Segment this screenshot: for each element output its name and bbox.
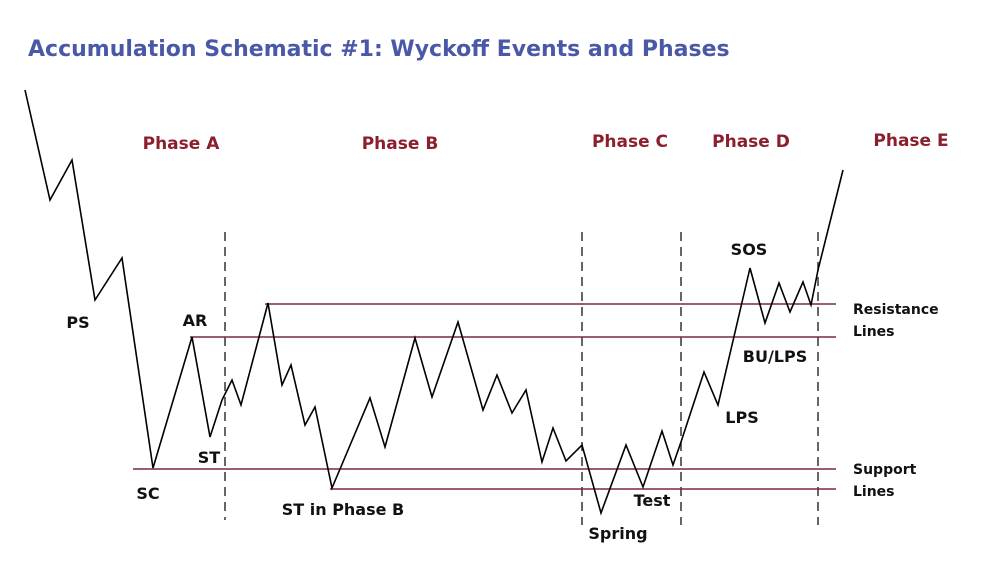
phase-label: Phase A (143, 134, 221, 154)
line-label: Lines (853, 484, 895, 500)
event-label: Test (634, 491, 671, 510)
phase-label: Phase E (873, 131, 948, 151)
phase-label: Phase B (362, 134, 439, 154)
event-label: AR (183, 311, 208, 330)
event-label: Spring (588, 524, 647, 543)
line-label: Resistance (853, 302, 939, 318)
phase-label: Phase C (592, 132, 668, 152)
line-label: Support (853, 462, 917, 478)
line-label: Lines (853, 324, 895, 340)
price-path (24, 89, 844, 516)
event-label: SC (136, 484, 159, 503)
event-label: ST (198, 448, 221, 467)
title: Accumulation Schematic #1: Wyckoff Event… (28, 37, 730, 62)
event-label: LPS (725, 408, 758, 427)
phase-label: Phase D (712, 132, 790, 152)
event-label: ST in Phase B (282, 500, 405, 519)
phase-dividers (224, 232, 819, 525)
event-label: PS (66, 313, 89, 332)
event-label: SOS (731, 240, 768, 259)
event-label: BU/LPS (743, 347, 807, 366)
